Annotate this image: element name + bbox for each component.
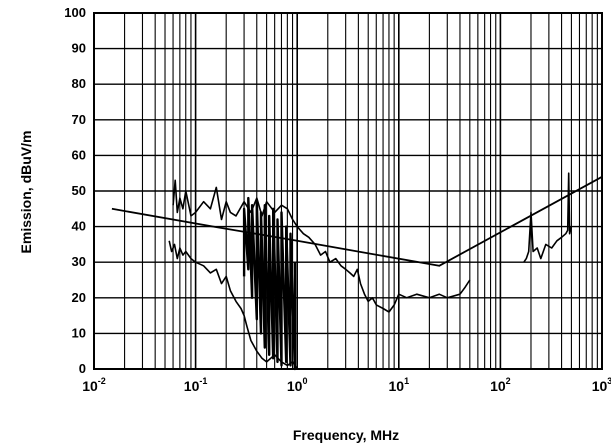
y-tick-label: 30 (72, 254, 86, 269)
series-line-emission-lower (168, 240, 298, 370)
plot-frame (93, 12, 603, 370)
y-tick-label: 90 (72, 41, 86, 56)
x-tick-label: 10-2 (82, 376, 106, 394)
x-tick-label: 101 (389, 376, 410, 394)
y-tick-label: 100 (64, 5, 86, 20)
x-tick-label: 100 (287, 376, 308, 394)
y-tick-label: 50 (72, 183, 86, 198)
y-tick-label: 70 (72, 112, 86, 127)
y-tick-label: 0 (79, 361, 86, 376)
x-tick-label: 102 (490, 376, 511, 394)
grid (93, 12, 602, 370)
x-tick-label: 10-1 (184, 376, 208, 394)
y-tick-label: 40 (72, 219, 86, 234)
series-layer (111, 172, 603, 371)
x-tick-label: 103 (592, 376, 611, 394)
y-tick-labels: 0 10 20 30 40 50 60 70 80 90 100 (64, 5, 86, 376)
series-line-emission-vhf (523, 172, 573, 263)
x-axis-label: Frequency, MHz (293, 427, 399, 443)
y-tick-label: 60 (72, 147, 86, 162)
y-tick-label: 80 (72, 76, 86, 91)
x-tick-labels: 10-2 10-1 100 101 102 103 (82, 376, 611, 394)
y-tick-label: 20 (72, 290, 86, 305)
y-axis-label: Emission, dBuV/m (18, 131, 34, 254)
y-tick-label: 10 (72, 325, 86, 340)
series-line-emission-dense (242, 196, 297, 371)
series-line-limit (111, 176, 603, 267)
series-line-emission-upper (172, 179, 471, 313)
